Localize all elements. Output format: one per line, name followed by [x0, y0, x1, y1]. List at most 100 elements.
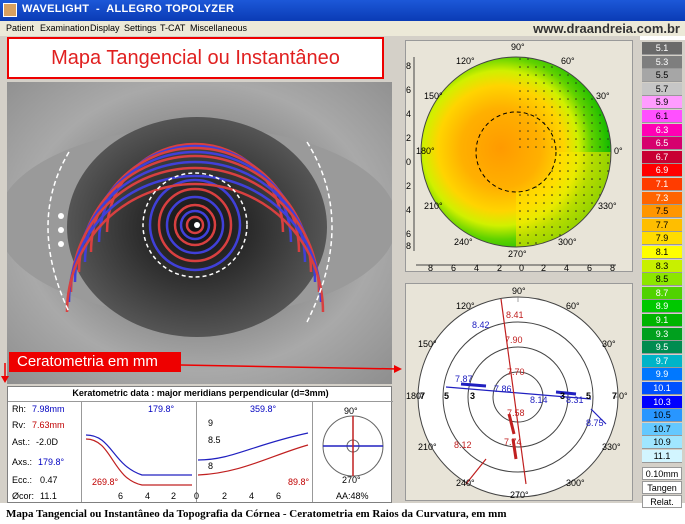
tmap-bot-4b: 4 — [564, 263, 570, 273]
cera-label-annotation: Ceratometria em mm — [9, 352, 181, 372]
window-title: WAVELIGHT - ALLEGRO TOPOLYZER — [22, 3, 235, 15]
scale-swatch: 8.3 — [642, 259, 682, 273]
scale-swatch: 10.9 — [642, 436, 682, 450]
ring-5-right: 5 — [586, 391, 592, 401]
scale-swatch: 8.1 — [642, 246, 682, 259]
tmap-bot-2a: 2 — [497, 263, 503, 273]
ring-3-right: 3 — [560, 391, 566, 401]
scale-swatch: 5.3 — [642, 55, 682, 69]
tmap-side-6b: 6 — [406, 229, 412, 239]
tmap-side-8a: 8 — [406, 61, 412, 71]
kval-770: 7.70 — [507, 367, 525, 377]
menu-settings[interactable]: Settings — [124, 23, 157, 33]
menu-tcat[interactable]: T-CAT — [160, 23, 186, 33]
scale-rel-button[interactable]: Relat. — [642, 495, 682, 508]
tmap-240: 240° — [454, 237, 473, 247]
kmap-150: 150° — [418, 339, 437, 349]
tmap-bot-0: 0 — [519, 263, 525, 273]
ytick-9: 9 — [208, 418, 214, 428]
kmap-240: 240° — [456, 478, 475, 488]
xtick-l4: 4 — [145, 491, 151, 501]
low-h-label: 269.8° — [92, 477, 119, 487]
kval-814: 8.14 — [530, 395, 548, 405]
dial-270: 270° — [342, 475, 361, 485]
menu-bar: Patient Examination Display Settings T-C… — [0, 21, 685, 36]
tmap-side-2b: 2 — [406, 181, 412, 191]
kval-812: 8.12 — [454, 440, 472, 450]
axs-label: Axs.: — [12, 457, 33, 467]
scale-swatch: 6.3 — [642, 123, 682, 137]
kmap-60: 60° — [566, 301, 580, 311]
tmap-side-2a: 2 — [406, 133, 412, 143]
scale-swatch: 9.1 — [642, 314, 682, 327]
ocor-label: Øcor: — [12, 491, 35, 501]
limbus-right — [306, 141, 333, 323]
app-icon — [3, 3, 17, 17]
keratometric-panel: Keratometric data : major meridians perp… — [7, 386, 393, 503]
scale-swatch: 11.1 — [642, 450, 682, 463]
kval-831: 8.31 — [566, 395, 584, 405]
ast-label: Ast.: — [12, 437, 31, 447]
rv-label: Rv: — [12, 420, 26, 430]
menu-display[interactable]: Display — [90, 23, 120, 33]
tmap-180: 180° — [416, 146, 435, 156]
scale-swatch: 8.9 — [642, 300, 682, 314]
scale-swatch: 5.5 — [642, 69, 682, 83]
kval-786: 7.86 — [494, 384, 512, 394]
scale-swatch: 5.1 — [642, 42, 682, 55]
kmap-90: 90° — [512, 286, 526, 296]
ast-value: -2.0D — [36, 437, 59, 447]
rv-value: 7.63mm — [32, 420, 65, 430]
tmap-0: 0° — [614, 146, 623, 156]
scale-swatch: 8.7 — [642, 286, 682, 300]
aa-value: AA:48% — [336, 491, 369, 501]
site-watermark: www.draandreia.com.br — [533, 21, 680, 36]
limbus-left — [47, 151, 70, 313]
tmap-side-6a: 6 — [406, 85, 412, 95]
scale-swatch: 7.9 — [642, 232, 682, 246]
ring-3-left: 3 — [470, 391, 476, 401]
scale-swatch: 7.3 — [642, 191, 682, 205]
ecc-label: Ecc.: — [12, 475, 33, 485]
xtick-l2: 2 — [171, 491, 177, 501]
scale-swatch: 6.1 — [642, 110, 682, 123]
menu-miscellaneous[interactable]: Miscellaneous — [190, 23, 248, 33]
tmap-300: 300° — [558, 237, 577, 247]
scale-swatch: 7.7 — [642, 218, 682, 232]
scale-swatch: 6.5 — [642, 137, 682, 151]
scale-mode-label[interactable]: Tangen — [642, 481, 682, 494]
map-title-annotation: Mapa Tangencial ou Instantâneo — [7, 37, 384, 79]
scale-swatch: 10.1 — [642, 382, 682, 395]
placido-rings — [65, 142, 325, 313]
scale-swatch: 7.5 — [642, 205, 682, 219]
menu-patient[interactable]: Patient — [6, 23, 35, 33]
dial-90: 90° — [344, 406, 358, 416]
kval-758: 7.58 — [507, 408, 525, 418]
axis-v-label: 359.8° — [250, 404, 277, 414]
kerato-dial — [322, 415, 384, 477]
kerato-title: Keratometric data : major meridians perp… — [8, 387, 393, 402]
kmap-30: 30° — [602, 339, 616, 349]
kmap-300: 300° — [566, 478, 585, 488]
tangential-map — [413, 56, 616, 266]
scale-swatch: 5.9 — [642, 96, 682, 110]
tmap-bot-8a: 8 — [428, 263, 434, 273]
tmap-30: 30° — [596, 91, 610, 101]
tmap-bot-4a: 4 — [474, 263, 480, 273]
scale-swatch: 9.3 — [642, 327, 682, 341]
axs-value: 179.8° — [38, 457, 65, 467]
ring-7-right: 7 — [612, 391, 618, 401]
menu-examination[interactable]: Examination — [40, 23, 90, 33]
tmap-bot-6b: 6 — [587, 263, 593, 273]
annotation-arrows — [1, 363, 402, 383]
tmap-bot-2b: 2 — [541, 263, 547, 273]
ring-5-left: 5 — [444, 391, 450, 401]
axis-h-label: 179.8° — [148, 404, 175, 414]
color-scale: 5.1 5.3 5.5 5.7 5.9 6.1 6.3 6.5 6.7 6.9 7.1 7.3 7.5 7… — [640, 40, 685, 508]
tmap-120: 120° — [456, 56, 475, 66]
kerato-map-panel: 90° 60° 30° 0° 330° 300° 270° 240° 210° … — [405, 283, 633, 501]
kval-774: 7.74 — [504, 437, 522, 447]
xtick-r4: 4 — [249, 491, 255, 501]
tmap-150: 150° — [424, 91, 443, 101]
tmap-side-8b: 8 — [406, 241, 412, 251]
